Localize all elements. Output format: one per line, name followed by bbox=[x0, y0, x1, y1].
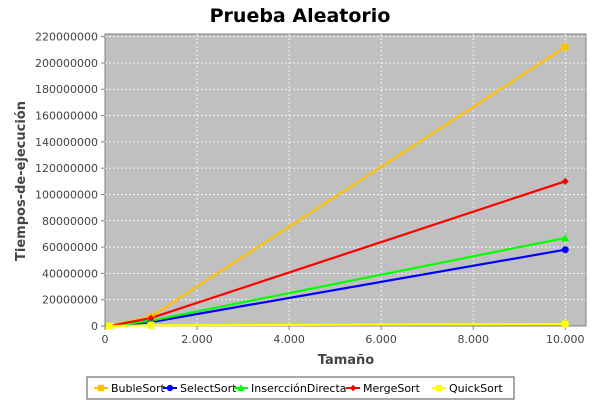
x-tick-label: 0 bbox=[102, 333, 109, 346]
y-tick-label: 200000000 bbox=[35, 57, 98, 70]
data-point-bublesort bbox=[561, 43, 569, 51]
y-axis-label: Tiempos-de-ejecución bbox=[14, 101, 29, 261]
legend-label-mergesort: MergeSort bbox=[363, 382, 421, 395]
chart-title: Prueba Aleatorio bbox=[210, 5, 391, 27]
plot-area bbox=[104, 33, 587, 327]
data-point-inserccióndirecta bbox=[561, 233, 570, 242]
y-tick-label: 80000000 bbox=[42, 215, 98, 228]
y-tick-label: 220000000 bbox=[35, 31, 98, 44]
x-tick-label: 10.000 bbox=[546, 333, 585, 346]
legend-marker-inserccióndirecta bbox=[237, 384, 245, 392]
data-point-mergesort bbox=[561, 177, 569, 185]
legend-label-quicksort: QuickSort bbox=[449, 382, 503, 395]
data-point-selectsort bbox=[561, 246, 569, 254]
x-axis-label: Tamaño bbox=[318, 353, 375, 368]
y-tick-label: 160000000 bbox=[35, 110, 98, 123]
legend-marker-quicksort bbox=[435, 384, 443, 392]
data-point-quicksort bbox=[561, 320, 569, 328]
x-tick-label: 8.000 bbox=[457, 333, 489, 346]
data-point-mergesort bbox=[147, 314, 155, 322]
data-point-quicksort bbox=[106, 322, 114, 330]
y-tick-label: 20000000 bbox=[42, 294, 98, 307]
y-tick-label: 140000000 bbox=[35, 136, 98, 149]
legend bbox=[86, 376, 515, 400]
y-tick-label: 0 bbox=[91, 320, 98, 333]
y-tick-label: 100000000 bbox=[35, 188, 98, 201]
x-tick-label: 6.000 bbox=[365, 333, 397, 346]
legend-label-bublesort: BubleSort bbox=[111, 382, 166, 395]
y-tick-label: 120000000 bbox=[35, 162, 98, 175]
y-tick-label: 60000000 bbox=[42, 241, 98, 254]
legend-marker-bublesort bbox=[97, 384, 105, 392]
legend-label-selectsort: SelectSort bbox=[180, 382, 237, 395]
x-tick-label: 4.000 bbox=[273, 333, 305, 346]
y-tick-label: 180000000 bbox=[35, 83, 98, 96]
legend-marker-selectsort bbox=[166, 384, 174, 392]
legend-label-inserccióndirecta: InsercciónDirecta bbox=[251, 382, 347, 395]
y-tick-label: 40000000 bbox=[42, 267, 98, 280]
data-point-quicksort bbox=[147, 321, 155, 329]
legend-marker-mergesort bbox=[349, 384, 357, 392]
x-tick-label: 2.000 bbox=[181, 333, 213, 346]
